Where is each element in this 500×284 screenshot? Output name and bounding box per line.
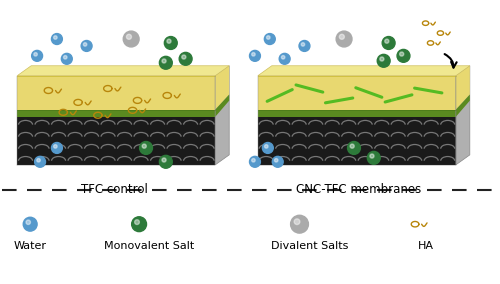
Text: Monovalent Salt: Monovalent Salt: [104, 241, 194, 251]
Circle shape: [126, 34, 132, 39]
Circle shape: [52, 143, 62, 153]
Text: TFC control: TFC control: [81, 183, 148, 196]
Bar: [18, 76, 216, 110]
Circle shape: [250, 156, 260, 167]
Circle shape: [62, 53, 72, 64]
Text: Water: Water: [14, 241, 46, 251]
Circle shape: [262, 143, 274, 153]
Bar: [258, 76, 456, 110]
Text: HA: HA: [418, 241, 434, 251]
Circle shape: [350, 144, 354, 148]
Circle shape: [290, 215, 308, 233]
Circle shape: [385, 39, 389, 43]
Text: CNC-TFC membranes: CNC-TFC membranes: [296, 183, 422, 196]
Circle shape: [81, 41, 92, 51]
Circle shape: [134, 220, 140, 224]
Circle shape: [380, 57, 384, 61]
Circle shape: [377, 54, 390, 67]
Circle shape: [264, 34, 276, 45]
Circle shape: [279, 53, 290, 64]
Circle shape: [162, 59, 166, 63]
Circle shape: [132, 217, 146, 232]
Circle shape: [140, 141, 152, 154]
Circle shape: [23, 217, 37, 231]
Circle shape: [397, 49, 410, 62]
Circle shape: [167, 39, 171, 43]
Circle shape: [54, 145, 57, 148]
Polygon shape: [216, 66, 229, 110]
Polygon shape: [216, 95, 229, 117]
Bar: [18, 117, 216, 165]
Circle shape: [368, 151, 380, 164]
Bar: [258, 110, 456, 117]
Circle shape: [54, 36, 57, 39]
Polygon shape: [456, 66, 470, 110]
Circle shape: [370, 154, 374, 158]
Text: Divalent Salts: Divalent Salts: [270, 241, 348, 251]
Bar: [18, 110, 216, 117]
Circle shape: [160, 56, 172, 69]
Circle shape: [400, 52, 404, 56]
Polygon shape: [258, 66, 470, 76]
Circle shape: [274, 158, 278, 162]
Circle shape: [52, 34, 62, 45]
Polygon shape: [18, 66, 229, 76]
Polygon shape: [456, 95, 470, 117]
Circle shape: [84, 43, 87, 46]
Circle shape: [382, 37, 395, 49]
Circle shape: [179, 52, 192, 65]
Circle shape: [37, 158, 40, 162]
Circle shape: [124, 31, 139, 47]
Circle shape: [340, 34, 344, 39]
Polygon shape: [456, 66, 470, 165]
Circle shape: [182, 55, 186, 59]
Circle shape: [34, 156, 46, 167]
Circle shape: [250, 50, 260, 61]
Circle shape: [264, 145, 268, 148]
Polygon shape: [216, 66, 229, 165]
Circle shape: [26, 220, 30, 224]
Circle shape: [294, 219, 300, 225]
Circle shape: [252, 53, 255, 56]
Circle shape: [272, 156, 283, 167]
Circle shape: [64, 56, 67, 59]
Bar: [258, 117, 456, 165]
Circle shape: [34, 53, 37, 56]
Circle shape: [142, 144, 146, 148]
Circle shape: [282, 56, 285, 59]
Circle shape: [252, 158, 255, 162]
Circle shape: [299, 41, 310, 51]
Circle shape: [348, 141, 360, 154]
Circle shape: [336, 31, 352, 47]
Circle shape: [164, 37, 177, 49]
Circle shape: [32, 50, 42, 61]
Circle shape: [301, 43, 304, 46]
Circle shape: [162, 158, 166, 162]
Circle shape: [266, 36, 270, 39]
Circle shape: [160, 155, 172, 168]
